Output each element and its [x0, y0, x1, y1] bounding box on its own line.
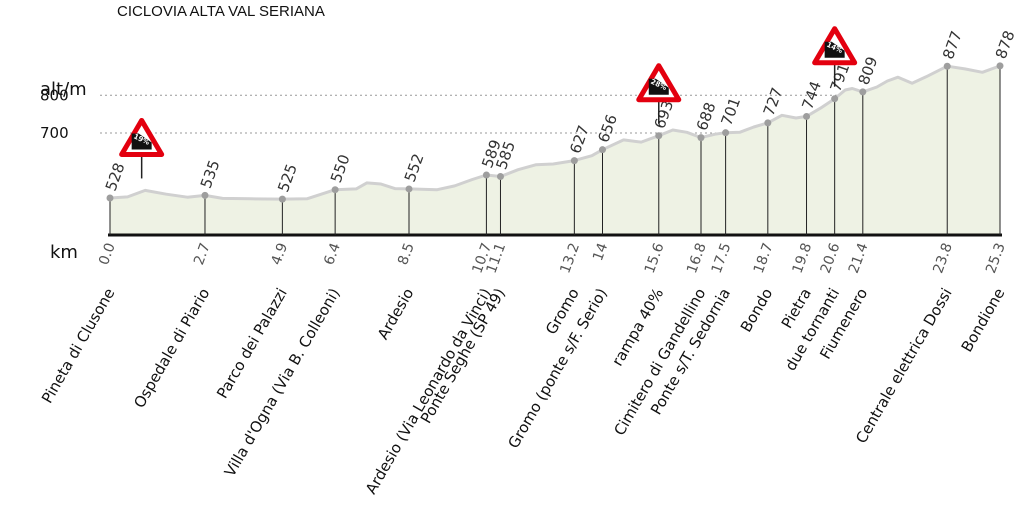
chart-title: CICLOVIA ALTA VAL SERIANA [117, 3, 325, 20]
data-point [331, 186, 339, 194]
data-point [405, 185, 413, 193]
altitude-label: 877 [939, 29, 966, 62]
km-tick-label: 4.9 [268, 241, 291, 267]
altitude-label: 701 [717, 95, 744, 128]
km-tick-label: 20.6 [818, 241, 844, 276]
place-label: Ardesio [374, 285, 418, 343]
km-tick-label: 6.4 [321, 241, 344, 267]
place-label: Centrale elettrica Dossi [852, 285, 956, 446]
data-point [496, 172, 504, 180]
place-label: Ospedale di Piario [130, 285, 213, 411]
km-tick-label: 14 [590, 241, 611, 263]
data-point [803, 112, 811, 120]
data-point [764, 119, 772, 127]
altitude-label: 550 [327, 152, 354, 185]
sign-slope-glyph [131, 133, 152, 150]
data-point [722, 129, 730, 137]
km-tick-label: 18.7 [751, 241, 777, 276]
km-tick-label: 16.8 [684, 241, 710, 276]
data-point [570, 157, 578, 165]
y-axis-label: alt/m [40, 79, 87, 100]
sign-slope-glyph [824, 41, 845, 58]
km-tick-label: 17.5 [709, 241, 735, 276]
data-point [655, 132, 663, 140]
altitude-label: 656 [594, 112, 621, 145]
data-point [831, 95, 839, 103]
data-point [859, 88, 867, 96]
data-point [106, 194, 114, 202]
altitude-label: 693 [651, 98, 678, 131]
place-label: Ponte Seghe (SP 49) [417, 285, 509, 426]
altitude-label: 535 [197, 158, 224, 191]
km-tick-label: 19.8 [790, 241, 816, 276]
altitude-label: 528 [102, 160, 129, 193]
km-tick-label: 0.0 [96, 241, 119, 267]
altitude-label: 809 [855, 54, 882, 87]
gradient-warnings: 19% 28% 14% [119, 26, 858, 179]
y-tick-label: 700 [40, 124, 69, 142]
altitude-label: 525 [274, 161, 301, 194]
sign-slope-glyph [648, 78, 669, 95]
steep-gradient-sign: 14% [812, 26, 858, 87]
km-tick-label: 25.3 [983, 241, 1009, 276]
steep-gradient-sign: 19% [119, 117, 165, 179]
altitude-label: 552 [401, 151, 428, 184]
km-tick-label: 2.7 [191, 241, 214, 267]
km-tick-label: 8.5 [395, 241, 418, 267]
data-point [996, 62, 1004, 70]
altitude-label: 688 [693, 100, 720, 133]
km-tick-label: 21.4 [846, 241, 872, 276]
x-axis-label: km [50, 242, 78, 263]
data-point [482, 171, 490, 179]
elevation-area [110, 65, 1000, 236]
data-point [278, 195, 286, 203]
altitude-label: 727 [760, 85, 787, 118]
steep-gradient-sign: 28% [636, 63, 682, 124]
km-tick-label: 23.8 [930, 241, 956, 276]
km-tick-label: 13.2 [557, 241, 583, 276]
place-label: Pineta di Clusone [38, 285, 118, 406]
data-point [697, 134, 705, 142]
km-tick-label: 15.6 [642, 241, 668, 276]
y-tick-label: 800 [40, 86, 69, 104]
place-label: Bondo [737, 285, 776, 335]
altitude-label: 627 [566, 123, 593, 156]
altitude-label: 878 [992, 28, 1019, 61]
data-point [201, 191, 209, 199]
data-point [943, 62, 951, 70]
data-point [598, 146, 606, 154]
place-label: Bondione [958, 285, 1009, 355]
